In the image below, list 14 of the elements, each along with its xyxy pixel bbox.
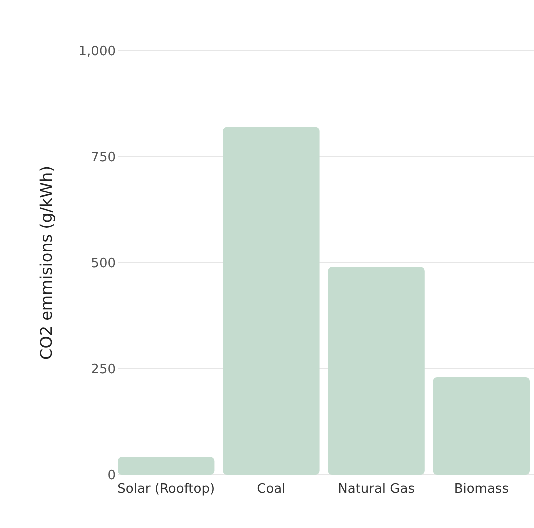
bar: [223, 127, 320, 475]
bar: [118, 457, 215, 475]
x-tick-label: Solar (Rooftop): [118, 482, 216, 497]
bar: [433, 377, 530, 475]
y-tick-label: 0: [108, 468, 116, 484]
y-tick-label: 250: [91, 362, 116, 378]
x-tick-label: Biomass: [454, 482, 510, 497]
y-axis-title: CO2 emmisions (g/kWh): [37, 166, 56, 360]
x-tick-label: Natural Gas: [338, 482, 416, 497]
x-tick-label: Coal: [257, 482, 286, 497]
y-tick-label: 1,000: [78, 44, 116, 60]
y-tick-label: 500: [91, 256, 116, 272]
bar: [328, 267, 425, 475]
y-tick-label: 750: [91, 150, 116, 166]
